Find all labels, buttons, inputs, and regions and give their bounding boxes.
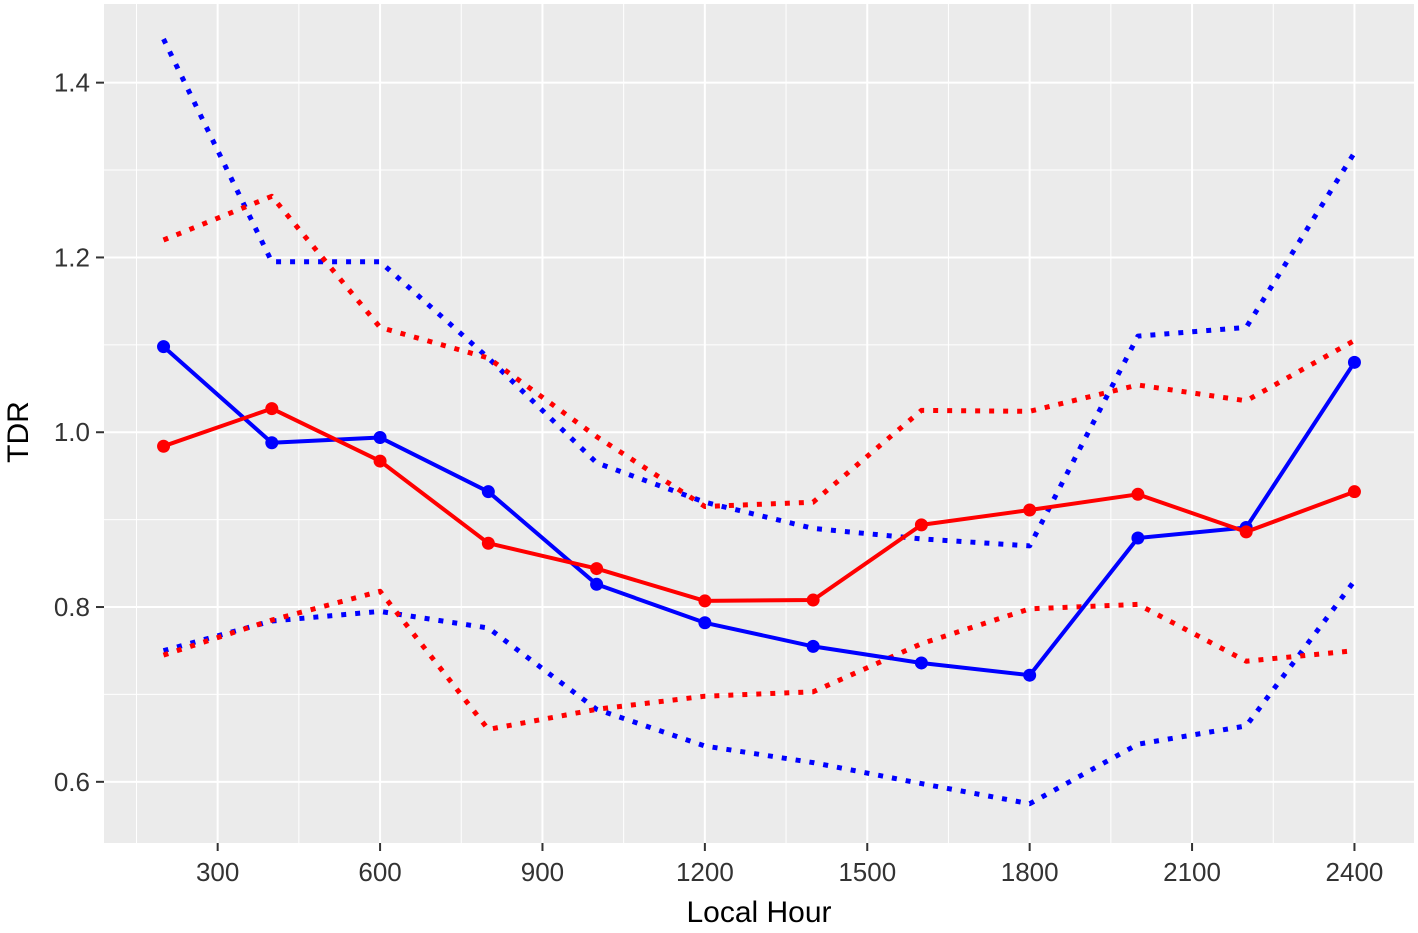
y-tick-label: 1.0: [54, 417, 90, 447]
y-axis-title: TDR: [2, 401, 35, 463]
data-point: [481, 485, 495, 499]
data-point: [373, 430, 387, 444]
x-tick-label: 1800: [1001, 857, 1059, 887]
data-point: [373, 454, 387, 468]
y-tick-label: 1.2: [54, 242, 90, 272]
data-point: [1023, 503, 1037, 517]
solid-series-line: [162, 406, 1356, 603]
data-point: [698, 594, 712, 608]
dotted-series-line: [162, 193, 1356, 509]
data-point: [806, 593, 820, 607]
x-tick-label: 900: [521, 857, 564, 887]
data-point: [481, 536, 495, 550]
dotted-series-line: [161, 37, 1357, 549]
data-point: [265, 402, 279, 416]
data-point: [1131, 487, 1145, 501]
data-point: [1131, 531, 1145, 545]
data-point: [265, 436, 279, 450]
y-tick-label: 0.8: [54, 592, 90, 622]
dotted-series-line: [162, 588, 1355, 732]
x-tick-label: 600: [358, 857, 401, 887]
x-tick-label: 1500: [838, 857, 896, 887]
data-point: [914, 518, 928, 532]
data-point: [1239, 525, 1253, 539]
data-point: [1347, 355, 1361, 369]
axes: 300 600 900 1200 1500 1800 2100 2400 0.6 0.8 1.0 1.…: [54, 68, 1384, 887]
data-point: [590, 562, 604, 576]
x-tick-label: 300: [196, 857, 239, 887]
plot-background: [104, 4, 1414, 843]
data-point: [806, 639, 820, 653]
x-tick-label: 2100: [1163, 857, 1221, 887]
data-point: [157, 340, 171, 354]
data-point: [157, 439, 171, 453]
data-point: [1023, 668, 1037, 682]
x-axis-title: Local Hour: [686, 896, 831, 928]
data-point: [590, 577, 604, 591]
x-tick-label: 1200: [676, 857, 734, 887]
y-tick-label: 0.6: [54, 767, 90, 797]
plot-panel: [104, 4, 1414, 843]
data-point: [698, 616, 712, 630]
data-point: [1347, 485, 1361, 499]
data-point: [914, 656, 928, 670]
dotted-series-line: [162, 579, 1357, 807]
series-layer: [157, 37, 1361, 807]
x-tick-label: 2400: [1326, 857, 1384, 887]
solid-series-line: [162, 345, 1357, 678]
y-tick-label: 1.4: [54, 68, 90, 98]
